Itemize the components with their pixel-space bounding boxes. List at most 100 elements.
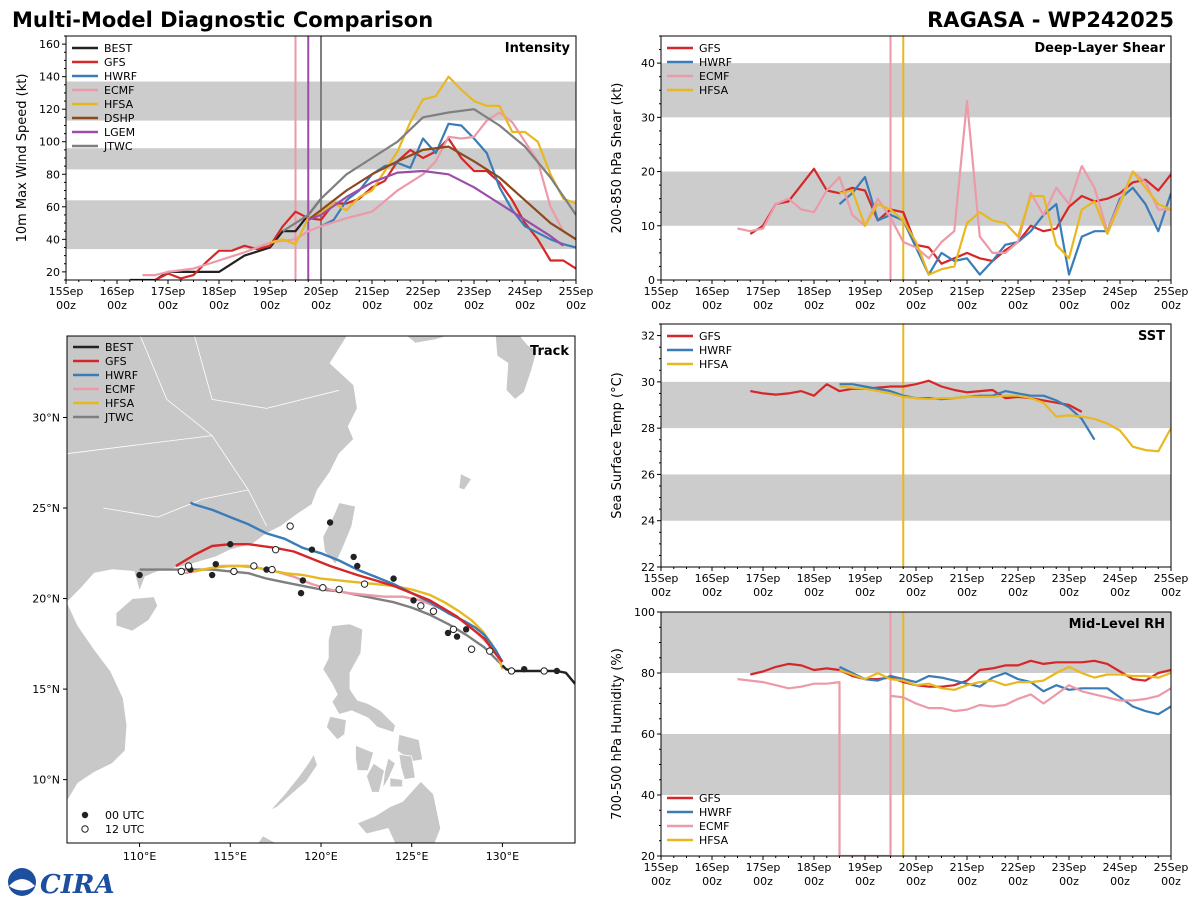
rh-xtick-date: 20Sep [899, 861, 934, 874]
rh-xtick-date: 21Sep [950, 861, 985, 874]
sst-xtick-hour: 00z [702, 586, 722, 599]
intensity-xtick-hour: 00z [362, 299, 382, 312]
marker-12utc [467, 645, 476, 653]
marker-12utc [417, 602, 425, 610]
intensity-legend-label-jtwc: JTWC [103, 140, 133, 153]
shear-legend-label-gfs: GFS [699, 42, 721, 55]
intensity-xtick-date: 20Sep [304, 285, 339, 298]
marker-12utc [507, 667, 516, 675]
negros-island [365, 762, 385, 793]
intensity-ytick-label: 100 [39, 136, 60, 149]
sst-xtick-hour: 00z [753, 586, 773, 599]
marker-00utc [354, 562, 361, 570]
sst-xtick-date: 15Sep [644, 572, 679, 585]
sst-xtick-hour: 00z [804, 586, 824, 599]
intensity-legend-label-hfsa: HFSA [104, 98, 134, 111]
intensity-legend-label-hwrf: HWRF [104, 70, 137, 83]
marker-00utc [263, 566, 270, 573]
track-panel: 110°E 115°E 120°E 125°E 130°E 10°N 15°N 20°N 25°… [32, 335, 576, 863]
sst-xtick-date: 22Sep [1001, 572, 1036, 585]
sst-ytick-label: 30 [641, 376, 655, 389]
track-legend-label-hfsa: HFSA [105, 397, 135, 410]
intensity-xtick-date: 18Sep [202, 285, 237, 298]
shear-legend-label-hwrf: HWRF [699, 56, 732, 69]
intensity-ytick-label: 20 [46, 266, 60, 279]
rh-ytick-label: 20 [641, 850, 655, 863]
track-series-group [136, 501, 575, 685]
track-series-best [501, 664, 575, 685]
rh-series-ecmf [737, 678, 1171, 856]
palawan-island [269, 753, 318, 811]
intensity-xtick-date: 23Sep [457, 285, 492, 298]
sst-xtick-hour: 00z [906, 586, 926, 599]
cira-logo: CIRA [8, 868, 115, 900]
track-legend-label-ecmf: ECMF [105, 383, 135, 396]
sst-frame [660, 323, 1172, 568]
intensity-series-ecmf [142, 111, 576, 277]
intensity-legend-label-lgem: LGEM [104, 126, 135, 139]
rh-ytick-label: 100 [634, 606, 655, 619]
intensity-xtick-hour: 00z [311, 299, 331, 312]
rh-series-hwrf [839, 665, 1171, 716]
rh-xtick-date: 19Sep [848, 861, 883, 874]
rh-xtick-date: 23Sep [1052, 861, 1087, 874]
panay-island [355, 744, 375, 771]
sst-panel-title: SST [1138, 329, 1165, 344]
shear-xtick-hour: 00z [906, 299, 926, 312]
sst-series-group [750, 379, 1171, 453]
rh-xtick-date: 25Sep [1154, 861, 1189, 874]
intensity-xtick-hour: 00z [56, 299, 76, 312]
marker-12utc [268, 565, 276, 574]
intensity-series-dshp [307, 145, 576, 241]
intensity-legend-label-gfs: GFS [104, 56, 126, 69]
sst-ytick-label: 32 [641, 330, 655, 343]
track-legend-label-best: BEST [105, 341, 133, 354]
shear-xtick-hour: 00z [1008, 299, 1028, 312]
marker-00utc [297, 589, 305, 597]
marker-00utc [390, 575, 397, 582]
marker-00utc [326, 519, 334, 526]
shear-xtick-hour: 00z [1059, 299, 1079, 312]
sst-xtick-hour: 00z [855, 586, 875, 599]
track-ytick-label: 30°N [32, 411, 60, 424]
marker-00utc [462, 626, 470, 633]
rh-xtick-hour: 00z [753, 875, 773, 888]
shear-band-0 [661, 171, 1171, 226]
marker-12utc [429, 607, 438, 615]
shear-xtick-date: 19Sep [848, 285, 883, 298]
rh-xtick-date: 16Sep [695, 861, 730, 874]
marker-00utc [444, 629, 452, 637]
vietnam-coast [67, 601, 128, 802]
sst-xtick-date: 23Sep [1052, 572, 1087, 585]
rh-xtick-hour: 00z [855, 875, 875, 888]
intensity-xtick-hour: 00z [158, 299, 178, 312]
shear-xtick-hour: 00z [1161, 299, 1181, 312]
shear-xtick-hour: 00z [753, 299, 773, 312]
shear-ytick-label: 20 [641, 166, 655, 179]
marker-12utc [319, 583, 327, 592]
sst-xtick-date: 18Sep [797, 572, 832, 585]
legend-label-00utc: 00 UTC [105, 809, 145, 822]
track-xtick-label: 120°E [304, 850, 337, 863]
shear-ytick-label: 10 [641, 220, 655, 233]
noaa-wave-icon [9, 879, 35, 891]
shear-legend-label-ecmf: ECMF [699, 70, 729, 83]
marker-00utc [208, 571, 216, 579]
shear-panel: 01020304015Sep00z16Sep00z17Sep00z18Sep00… [610, 35, 1188, 312]
shear-xtick-date: 24Sep [1103, 285, 1138, 298]
sst-xtick-date: 20Sep [899, 572, 934, 585]
sst-xtick-hour: 00z [1008, 586, 1028, 599]
intensity-ytick-label: 160 [39, 38, 60, 51]
shear-ytick-label: 30 [641, 111, 655, 124]
shear-xtick-date: 18Sep [797, 285, 832, 298]
sst-legend-label-hfsa: HFSA [699, 358, 729, 371]
province-boundary-1 [67, 435, 213, 455]
kyushu-island [494, 336, 538, 400]
marker-12utc [449, 625, 458, 634]
intensity-series-lgem [307, 169, 564, 247]
intensity-xtick-hour: 00z [464, 299, 484, 312]
track-legend-label-jtwc: JTWC [104, 411, 134, 424]
intensity-legend-label-ecmf: ECMF [104, 84, 134, 97]
shear-series-group [737, 99, 1171, 276]
